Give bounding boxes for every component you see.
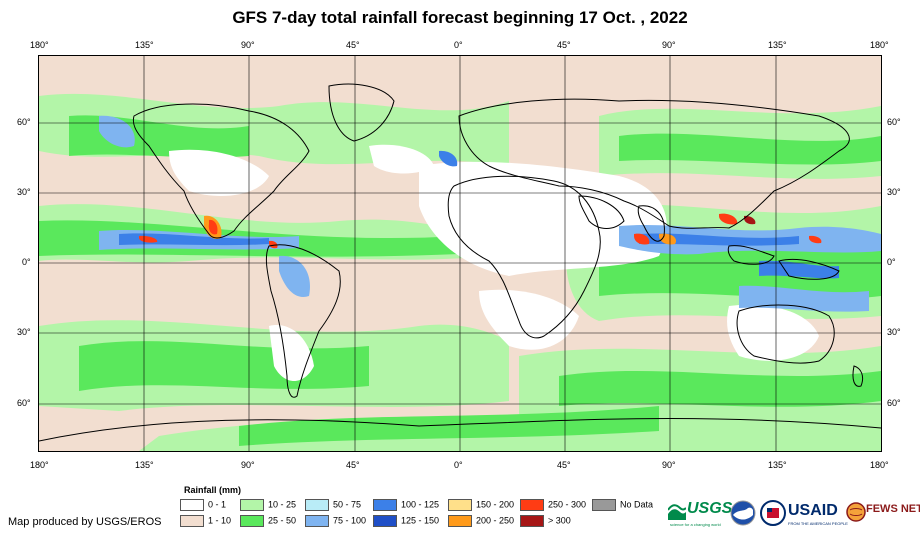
legend-item: 100 - 125 xyxy=(373,499,439,511)
bottom-tick: 180° xyxy=(30,460,49,470)
legend-label: > 300 xyxy=(548,515,571,526)
legend-label: 100 - 125 xyxy=(401,499,440,510)
top-tick: 45° xyxy=(557,40,571,50)
legend-label: 200 - 250 xyxy=(476,515,515,526)
bottom-tick: 135° xyxy=(768,460,787,470)
map-svg xyxy=(39,56,881,451)
legend-item: 10 - 25 xyxy=(240,499,296,511)
usgs-wave-icon xyxy=(668,504,686,520)
graticule xyxy=(39,56,881,451)
left-tick: 60° xyxy=(17,117,31,127)
legend-item: 0 - 1 xyxy=(180,499,226,511)
usaid-seal-icon xyxy=(760,500,786,526)
bottom-tick: 135° xyxy=(135,460,154,470)
legend-label: 0 - 1 xyxy=(208,499,227,510)
legend-label: 75 - 100 xyxy=(333,515,367,526)
legend-title: Rainfall (mm) xyxy=(184,485,242,495)
legend-swatch xyxy=(373,515,397,527)
left-tick: 30° xyxy=(17,187,31,197)
left-tick: 60° xyxy=(17,398,31,408)
rain-0-1 xyxy=(169,144,819,381)
usaid-tagline: FROM THE AMERICAN PEOPLE xyxy=(788,521,848,526)
right-tick: 30° xyxy=(887,327,901,337)
legend-swatch xyxy=(305,499,329,511)
legend-swatch xyxy=(305,515,329,527)
credit-text: Map produced by USGS/EROS xyxy=(8,516,162,528)
legend-swatch xyxy=(592,499,616,511)
noaa-logo xyxy=(730,500,758,528)
top-tick: 135° xyxy=(768,40,787,50)
top-tick: 45° xyxy=(346,40,360,50)
legend-swatch xyxy=(180,515,204,527)
legend-swatch xyxy=(373,499,397,511)
legend-swatch xyxy=(448,515,472,527)
legend-item: 200 - 250 xyxy=(448,515,514,527)
legend-swatch xyxy=(520,499,544,511)
legend-item: 50 - 75 xyxy=(305,499,361,511)
rainfall-map xyxy=(38,55,882,452)
bottom-tick: 180° xyxy=(870,460,889,470)
top-tick: 90° xyxy=(662,40,676,50)
legend-item: No Data xyxy=(592,499,653,511)
legend: Rainfall (mm) 0 - 1 1 - 10 10 - 25 25 - … xyxy=(180,485,670,533)
logo-strip: USGS science for a changing world USAID … xyxy=(668,498,920,534)
bottom-tick: 45° xyxy=(346,460,360,470)
legend-label: 10 - 25 xyxy=(268,499,297,510)
right-tick: 60° xyxy=(887,398,901,408)
right-tick: 30° xyxy=(887,187,901,197)
legend-item: 1 - 10 xyxy=(180,515,231,527)
fewsnet-wordmark: FEWS NET xyxy=(866,503,920,515)
usgs-logo: USGS science for a changing world xyxy=(668,500,733,530)
legend-swatch xyxy=(448,499,472,511)
bottom-tick: 0° xyxy=(454,460,463,470)
legend-label: 50 - 75 xyxy=(333,499,362,510)
rain-100-125 xyxy=(119,150,839,279)
coastlines xyxy=(39,83,881,442)
legend-label: 25 - 50 xyxy=(268,515,297,526)
bottom-tick: 45° xyxy=(557,460,571,470)
left-tick: 0° xyxy=(22,257,31,267)
legend-label: 125 - 150 xyxy=(401,515,440,526)
legend-item: 150 - 200 xyxy=(448,499,514,511)
bottom-tick: 90° xyxy=(241,460,255,470)
legend-item: 75 - 100 xyxy=(305,515,366,527)
map-title: GFS 7-day total rainfall forecast beginn… xyxy=(232,8,688,27)
legend-item: 25 - 50 xyxy=(240,515,296,527)
top-tick: 135° xyxy=(135,40,154,50)
legend-item: 125 - 150 xyxy=(373,515,439,527)
usaid-wordmark: USAID xyxy=(788,502,838,519)
top-tick: 180° xyxy=(870,40,889,50)
usgs-tagline: science for a changing world xyxy=(670,522,721,527)
legend-label: No Data xyxy=(620,499,654,510)
legend-label: 150 - 200 xyxy=(476,499,515,510)
usaid-seal xyxy=(760,500,788,530)
usaid-logo: USAID FROM THE AMERICAN PEOPLE xyxy=(788,502,848,532)
right-tick: 0° xyxy=(887,257,896,267)
top-tick: 90° xyxy=(241,40,255,50)
legend-swatch xyxy=(520,515,544,527)
legend-swatch xyxy=(240,499,264,511)
top-tick: 180° xyxy=(30,40,49,50)
noaa-emblem-icon xyxy=(730,500,756,526)
legend-label: 250 - 300 xyxy=(548,499,587,510)
legend-swatch xyxy=(240,515,264,527)
right-tick: 60° xyxy=(887,117,901,127)
fewsnet-globe-icon xyxy=(846,502,866,522)
legend-item: 250 - 300 xyxy=(520,499,586,511)
legend-swatch xyxy=(180,499,204,511)
usgs-wordmark: USGS xyxy=(687,500,733,517)
top-tick: 0° xyxy=(454,40,463,50)
bottom-tick: 90° xyxy=(662,460,676,470)
legend-label: 1 - 10 xyxy=(208,515,232,526)
fewsnet-logo: FEWS NET xyxy=(846,500,920,530)
left-tick: 30° xyxy=(17,327,31,337)
legend-item: > 300 xyxy=(520,515,571,527)
